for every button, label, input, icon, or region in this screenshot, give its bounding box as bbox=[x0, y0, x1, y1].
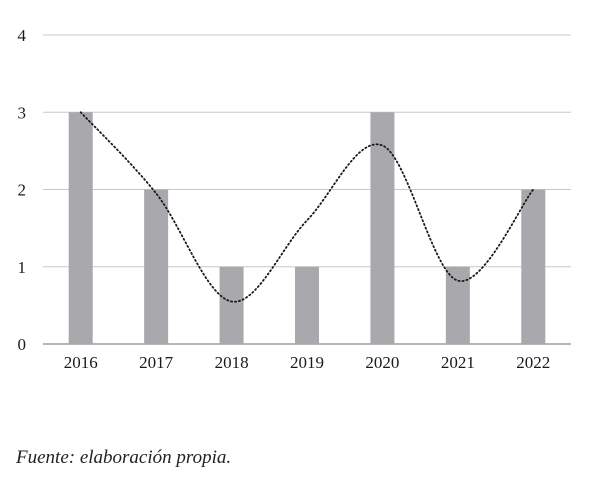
y-tick-label: 0 bbox=[18, 335, 27, 354]
source-note: Fuente: elaboración propia. bbox=[16, 447, 232, 468]
bar-2020 bbox=[370, 112, 395, 344]
x-axis-ticks: 2016 2017 2018 2019 2020 2021 2022 bbox=[64, 353, 551, 372]
bar-2017 bbox=[144, 189, 169, 344]
bar-2016 bbox=[68, 112, 93, 344]
x-tick-label: 2021 bbox=[441, 353, 475, 372]
y-axis-ticks: 0 1 2 3 4 bbox=[18, 26, 27, 354]
y-tick-label: 4 bbox=[18, 26, 27, 45]
bars bbox=[68, 112, 546, 344]
bar-chart: 0 1 2 3 4 2016 2017 2018 2019 2020 2021 2022 bbox=[18, 26, 571, 372]
y-tick-label: 2 bbox=[18, 181, 27, 200]
x-tick-label: 2020 bbox=[365, 353, 399, 372]
bar-2018 bbox=[219, 266, 244, 344]
x-tick-label: 2019 bbox=[290, 353, 324, 372]
x-tick-label: 2016 bbox=[64, 353, 98, 372]
bar-2019 bbox=[295, 266, 319, 344]
y-tick-label: 1 bbox=[18, 258, 27, 277]
bar-2022 bbox=[521, 189, 546, 344]
x-tick-label: 2017 bbox=[139, 353, 174, 372]
x-tick-label: 2022 bbox=[516, 353, 550, 372]
trendline bbox=[79, 111, 535, 303]
x-tick-label: 2018 bbox=[215, 353, 249, 372]
trendline-group bbox=[79, 111, 535, 303]
y-tick-label: 3 bbox=[18, 103, 27, 122]
bar-2021 bbox=[445, 266, 470, 344]
